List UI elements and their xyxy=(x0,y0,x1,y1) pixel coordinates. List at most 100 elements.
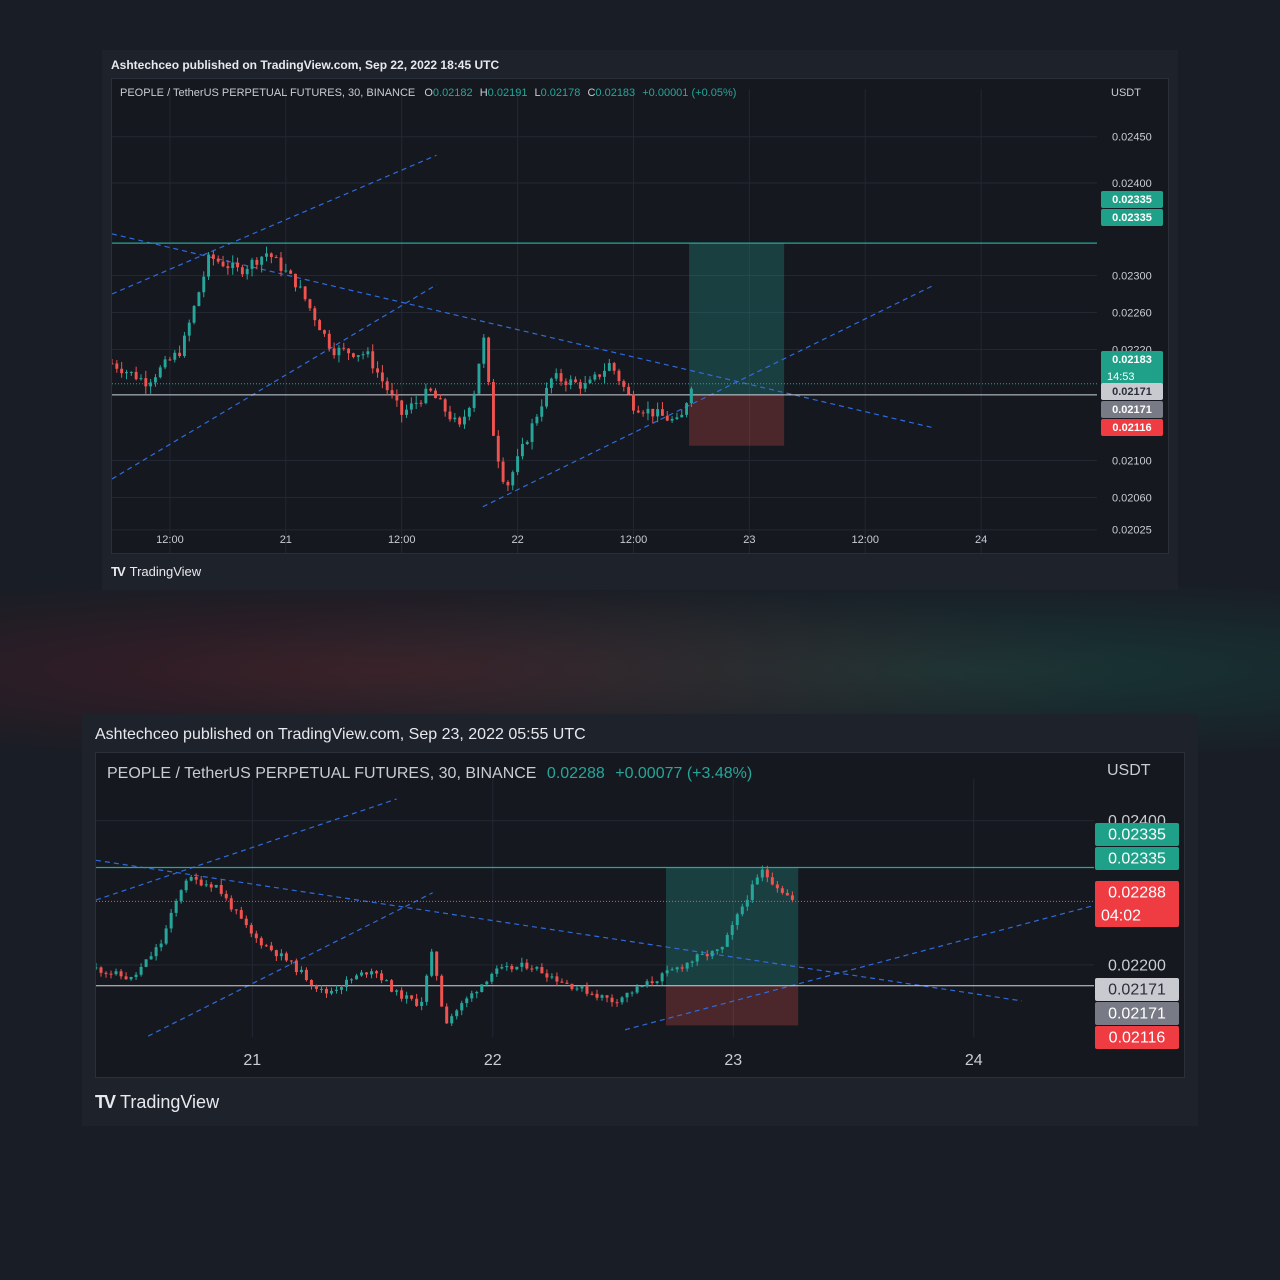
price-label-box xyxy=(1095,881,1179,927)
candle-body xyxy=(410,995,414,999)
symbol-name: PEOPLE / TetherUS PERPETUAL FUTURES, 30,… xyxy=(120,87,416,99)
symbol-name: PEOPLE / TetherUS PERPETUAL FUTURES, 30,… xyxy=(107,765,537,782)
candle-body xyxy=(350,979,354,981)
open-label: O xyxy=(424,87,433,99)
price-label-box xyxy=(1101,383,1163,400)
candle-body xyxy=(168,359,172,361)
candle-body xyxy=(254,933,258,939)
price-label-value: 0.02171 xyxy=(1108,1006,1166,1023)
candle-body xyxy=(455,1010,459,1017)
candle-body xyxy=(144,378,148,387)
chart-panel-2[interactable]: 21 22 23 24 0.02400 0.02200 0.02335 0.02335 0.02… xyxy=(95,752,1185,1078)
candle-body xyxy=(323,330,326,334)
trend-line xyxy=(624,904,1094,1031)
candle-body xyxy=(294,273,297,288)
candle-body xyxy=(390,980,394,992)
candle-body xyxy=(650,981,654,984)
candle-body xyxy=(211,254,215,259)
price-label-value: 0.02335 xyxy=(1112,212,1152,224)
chart-canvas-2[interactable]: 21 22 23 240.024000.022000.023350.023350.02… xyxy=(96,753,1184,1077)
candle-body xyxy=(549,378,553,388)
candle-body xyxy=(405,995,409,999)
candle-body xyxy=(376,368,380,373)
candle-body xyxy=(314,984,318,989)
candle-body xyxy=(632,394,635,411)
candle-body xyxy=(139,378,143,380)
candle-body xyxy=(284,270,288,272)
candle-body xyxy=(344,979,349,988)
candle-body xyxy=(785,892,789,896)
candle-body xyxy=(120,368,124,374)
candle-body xyxy=(324,988,328,994)
candle-body xyxy=(390,390,394,395)
candle-body xyxy=(371,351,375,369)
price-label-value: 0.02335 xyxy=(1112,194,1152,206)
candle-body xyxy=(467,407,471,417)
candle-body xyxy=(685,962,689,969)
candle-body xyxy=(309,980,313,985)
price-label-countdown: 14:53 xyxy=(1107,371,1135,383)
candle-body xyxy=(202,276,206,293)
chart-canvas-1[interactable]: 12:00 21 12:00 22 12:00 23 12:00 24 0.02450 0.024… xyxy=(112,79,1168,553)
trend-line xyxy=(96,859,1022,1002)
candle-body xyxy=(250,259,254,269)
candle-body xyxy=(109,973,113,975)
candle-body xyxy=(319,988,323,990)
candle-body xyxy=(360,972,364,976)
candle-body xyxy=(593,374,597,380)
y-tick-label: 0.02100 xyxy=(1112,455,1152,467)
candle-body xyxy=(750,884,754,900)
candle-body xyxy=(159,943,163,948)
candle-body xyxy=(207,254,211,277)
candle-body xyxy=(636,410,640,413)
x-tick-label: 22 xyxy=(484,1052,502,1069)
candle-body xyxy=(169,912,173,929)
high-value: 0.02191 xyxy=(487,87,528,99)
candle-body xyxy=(303,286,307,300)
candle-body xyxy=(274,950,278,957)
candle-body xyxy=(635,986,639,993)
candle-body xyxy=(245,268,249,275)
candle-body xyxy=(505,966,509,968)
candle-body xyxy=(545,973,549,978)
candle-body xyxy=(199,879,203,886)
candle-body xyxy=(414,402,418,404)
candle-body xyxy=(755,877,759,885)
chart-panel-1[interactable]: 12:00 21 12:00 22 12:00 23 12:00 24 0.02450 0.024… xyxy=(111,78,1169,554)
candle-body xyxy=(125,372,128,374)
candle-body xyxy=(487,337,491,383)
x-tick-label: 12:00 xyxy=(620,534,648,546)
candle-body xyxy=(158,367,162,378)
candle-body xyxy=(239,910,243,919)
candle-body xyxy=(450,1016,454,1024)
candle-body xyxy=(525,962,529,969)
chart-card-1: Ashtechceo published on TradingView.com,… xyxy=(102,50,1178,590)
candle-body xyxy=(680,967,684,969)
candle-body xyxy=(651,408,655,417)
candle-body xyxy=(347,348,351,354)
candle-body xyxy=(134,974,138,977)
candle-body xyxy=(264,945,268,947)
x-tick-label: 23 xyxy=(724,1052,742,1069)
candle-body xyxy=(318,320,322,331)
candle-body xyxy=(670,969,674,971)
price-label-value: 0.02288 xyxy=(1108,885,1166,902)
candle-body xyxy=(705,954,709,957)
candle-body xyxy=(429,388,433,391)
candle-body xyxy=(520,443,524,457)
candle-body xyxy=(640,986,644,988)
candle-body xyxy=(600,995,604,998)
candle-body xyxy=(655,981,659,984)
candle-body xyxy=(244,918,248,926)
candle-body xyxy=(620,997,624,1003)
candle-body xyxy=(115,363,119,369)
candle-body xyxy=(630,992,634,994)
candle-body xyxy=(574,379,577,383)
candle-body xyxy=(607,363,611,371)
open-value: 0.02182 xyxy=(432,87,473,99)
trend-line xyxy=(96,798,397,901)
candle-body xyxy=(327,333,331,349)
candle-body xyxy=(265,253,268,257)
candle-body xyxy=(260,256,264,265)
candle-body xyxy=(339,987,343,990)
